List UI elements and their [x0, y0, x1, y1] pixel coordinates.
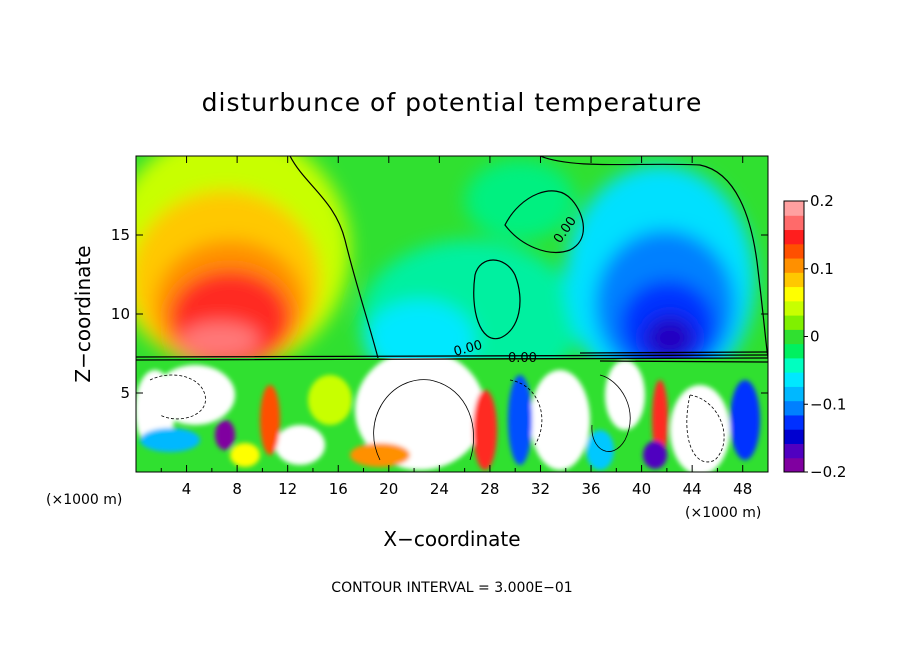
colorbar-segment-1 [784, 443, 804, 459]
colorbar-segment-5 [784, 386, 804, 402]
x-tick-label-8: 36 [581, 480, 600, 498]
field-cold-core [645, 316, 695, 358]
turb-red-1 [473, 390, 497, 470]
turb-contour-5 [509, 379, 543, 446]
colorbar-segment-7 [784, 357, 804, 373]
x-unit-right: (×1000 m) [685, 505, 761, 521]
x-tick-label-4: 20 [379, 480, 398, 498]
colorbar-segment-9 [784, 329, 804, 345]
colorbar-segment-17 [784, 215, 804, 231]
turb-purple-2 [643, 441, 667, 469]
colorbar-ticks: 0.2 0.1 0 −0.1 −0.2 [804, 192, 846, 481]
field-cool-center-2 [365, 300, 475, 358]
colorbar-segment-3 [784, 414, 804, 430]
interface-contours [136, 351, 768, 363]
turb-purple-1 [215, 420, 235, 450]
colorbar-frame [783, 200, 805, 473]
turb-white-7 [275, 425, 325, 465]
y-axis-ticks: 5 10 15 [111, 226, 768, 402]
y-tick-label-1: 10 [111, 305, 130, 323]
turb-contour-4 [686, 394, 725, 463]
turb-yellow-2 [230, 443, 260, 467]
x-axis-ticks: 4 8 12 16 20 24 28 32 36 40 44 48 [160, 156, 752, 498]
zero-contour-left [289, 156, 379, 358]
x-tick-label-1: 8 [232, 480, 242, 498]
colorbar-segment-14 [784, 258, 804, 273]
colorbar-segment-11 [784, 300, 804, 316]
contour-interval-label: CONTOUR INTERVAL = 3.000E−01 [331, 580, 572, 596]
turb-white-6 [605, 360, 645, 430]
contour-label-1: 0.00 [452, 338, 484, 360]
turb-white-1 [355, 358, 485, 470]
zero-contour-right [539, 156, 768, 358]
turb-blue-3 [730, 380, 760, 460]
x-tick-label-7: 32 [531, 480, 550, 498]
turb-red-3 [652, 380, 668, 460]
colorbar-segment-6 [784, 372, 804, 387]
x-tick-label-3: 16 [329, 480, 348, 498]
x-tick-label-0: 4 [182, 480, 192, 498]
colorbar-tick-label-3: −0.1 [810, 395, 846, 413]
colorbar-segment-10 [784, 315, 804, 330]
y-tick-label-2: 15 [111, 226, 130, 244]
colorbar-tick-label-4: −0.2 [810, 463, 846, 481]
y-axis-label: Z−coordinate [71, 245, 95, 382]
x-axis-label: X−coordinate [383, 527, 520, 551]
colorbar-segment-0 [784, 457, 804, 473]
turb-blue-4 [586, 430, 614, 470]
colorbar-tick-label-1: 0.1 [810, 260, 834, 278]
x-tick-label-9: 40 [632, 480, 651, 498]
turb-contour-1 [373, 379, 474, 461]
colorbar-segment-4 [784, 400, 804, 416]
zero-contour-closed-upper [504, 190, 584, 253]
colorbar-segment-12 [784, 286, 804, 302]
colorbar-segment-16 [784, 229, 804, 245]
x-tick-label-10: 44 [683, 480, 702, 498]
chart-title: disturbunce of potential temperature [202, 88, 703, 117]
turb-red-4 [350, 443, 410, 467]
colorbar [784, 201, 804, 473]
turb-yellow-1 [308, 375, 352, 425]
x-tick-label-5: 24 [430, 480, 449, 498]
colorbar-segment-8 [784, 343, 804, 359]
turb-blue-1 [508, 375, 532, 465]
x-tick-label-2: 12 [278, 480, 297, 498]
colorbar-tick-label-0: 0.2 [810, 192, 834, 210]
turb-contour-2 [149, 374, 206, 420]
field-cool-upper [465, 160, 575, 240]
field-warm-peak [180, 322, 260, 358]
x-tick-label-6: 28 [480, 480, 499, 498]
contour-label-2: 0.00 [508, 351, 537, 366]
colorbar-segment-2 [784, 429, 804, 444]
colorbar-segment-15 [784, 243, 804, 259]
zero-contour-closed-center [473, 259, 521, 340]
colorbar-tick-label-2: 0 [810, 328, 820, 346]
y-tick-label-0: 5 [120, 384, 130, 402]
plot-area [136, 156, 768, 472]
turb-white-3 [530, 370, 590, 470]
x-tick-label-11: 48 [733, 480, 752, 498]
upper-field [136, 156, 768, 358]
turb-red-2 [260, 385, 280, 455]
x-unit-left: (×1000 m) [46, 492, 122, 508]
colorbar-segment-13 [784, 272, 804, 288]
turb-contour-3 [591, 374, 631, 452]
turb-blue-2 [140, 428, 200, 452]
lower-field [136, 358, 768, 472]
turb-white-4 [670, 385, 730, 472]
colorbar-segment-18 [784, 201, 804, 216]
